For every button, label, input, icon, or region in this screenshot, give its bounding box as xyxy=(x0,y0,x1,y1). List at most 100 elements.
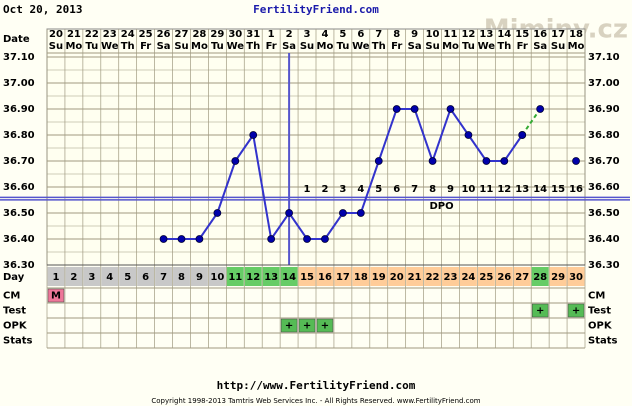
weekday-label: Mo xyxy=(191,41,208,52)
cycle-day: 6 xyxy=(142,272,149,283)
temperature-point xyxy=(303,235,311,243)
weekday-label: Fr xyxy=(391,41,402,52)
y-tick-label: 37.10 xyxy=(588,52,620,63)
cycle-day: 24 xyxy=(461,272,475,283)
weekday-label: Su xyxy=(49,41,63,52)
footer-url[interactable]: http://www.FertilityFriend.com xyxy=(217,379,416,392)
temperature-point xyxy=(338,209,347,217)
weekday-label: Mo xyxy=(317,41,334,52)
dpo-label: 6 xyxy=(393,184,400,195)
weekday-label: Fr xyxy=(517,41,528,52)
cycle-day-cell xyxy=(388,267,406,286)
temperature-point xyxy=(536,105,545,113)
row-cell xyxy=(298,318,316,333)
cycle-day: 22 xyxy=(426,272,440,283)
cycle-day: 21 xyxy=(408,272,422,283)
row-label: Test xyxy=(3,306,26,317)
weekday-label: Mo xyxy=(568,41,585,52)
cycle-day-cell xyxy=(352,267,370,286)
temperature-point xyxy=(392,105,401,113)
date-label: 31 xyxy=(246,29,260,40)
date-label: 12 xyxy=(461,29,475,40)
date-label: 11 xyxy=(444,29,458,40)
cycle-day: 2 xyxy=(70,272,77,283)
cycle-day: 25 xyxy=(479,272,493,283)
cycle-day: 7 xyxy=(160,272,167,283)
dpo-label: 12 xyxy=(497,184,511,195)
row-cell-text: M xyxy=(51,291,61,302)
weekday-label: We xyxy=(352,41,370,52)
weekday-label: Sa xyxy=(282,41,296,52)
cycle-day-cell xyxy=(65,267,83,286)
plot: Date 20Su21Mo22Tu23We24Th25Fr26Sa27Su28Mo… xyxy=(0,28,630,349)
dpo-label: 5 xyxy=(375,184,382,195)
weekday-label: Su xyxy=(551,41,565,52)
temperature-point xyxy=(374,157,383,165)
chart-title[interactable]: FertilityFriend.com xyxy=(253,3,379,16)
dpo-label: 4 xyxy=(357,184,364,195)
y-tick-label: 36.60 xyxy=(588,182,620,193)
cycle-day: 5 xyxy=(124,272,131,283)
cycle-day-cell xyxy=(137,267,155,286)
date-label: 13 xyxy=(479,29,493,40)
cycle-day-cell xyxy=(531,267,549,286)
temperature-point xyxy=(321,235,329,243)
weekday-label: Fr xyxy=(140,41,151,52)
dpo-label: 3 xyxy=(339,184,346,195)
row-label: Test xyxy=(588,306,611,317)
dpo-label: 13 xyxy=(515,184,529,195)
cycle-day-cell xyxy=(424,267,442,286)
cycle-day: 29 xyxy=(551,272,565,283)
y-tick-label: 36.90 xyxy=(3,104,35,115)
date-label: 5 xyxy=(339,29,346,40)
cycle-day: 30 xyxy=(569,272,583,283)
cycle-day-cell xyxy=(298,267,316,286)
row-label: OPK xyxy=(588,321,613,332)
temperature-point xyxy=(446,105,455,113)
cycle-day-cell xyxy=(567,267,585,286)
y-tick-label: 36.30 xyxy=(3,260,35,271)
cycle-day-cell xyxy=(370,267,388,286)
weekday-label: Su xyxy=(425,41,439,52)
cycle-day-cell xyxy=(155,267,173,286)
temperature-point xyxy=(249,131,258,139)
cycle-day: 26 xyxy=(497,272,511,283)
row-label: CM xyxy=(588,291,605,302)
dpo-label: 10 xyxy=(461,184,475,195)
cycle-day: 17 xyxy=(336,272,350,283)
row-label: Stats xyxy=(588,336,618,347)
date-label: 6 xyxy=(357,29,364,40)
date-label: 3 xyxy=(304,29,311,40)
date-label: 9 xyxy=(411,29,418,40)
cycle-day: 13 xyxy=(264,272,278,283)
dpo-label: 14 xyxy=(533,184,547,195)
temperature-point xyxy=(177,235,186,243)
cycle-day: 27 xyxy=(515,272,529,283)
dpo-label: 9 xyxy=(447,184,454,195)
date-label: 26 xyxy=(157,29,171,40)
date-label: 7 xyxy=(375,29,382,40)
weekday-label: Th xyxy=(246,41,260,52)
weekday-label: Mo xyxy=(65,41,82,52)
cycle-day: 12 xyxy=(246,272,260,283)
cycle-day: 14 xyxy=(282,272,296,283)
weekday-label: Tu xyxy=(336,41,349,52)
cycle-day: 16 xyxy=(318,272,332,283)
weekday-label: We xyxy=(101,41,119,52)
date-label: 29 xyxy=(210,29,224,40)
cycle-day-cell xyxy=(495,267,513,286)
temperature-point xyxy=(572,157,580,165)
dpo-label: 11 xyxy=(479,184,493,195)
temperature-point xyxy=(285,209,294,217)
y-tick-label: 36.80 xyxy=(3,130,35,141)
y-tick-label: 36.70 xyxy=(588,156,620,167)
dpo-title: DPO xyxy=(429,201,453,212)
cycle-day-cell xyxy=(47,267,65,286)
cycle-day-cell xyxy=(119,267,137,286)
date-label: 25 xyxy=(139,29,153,40)
date-label: 8 xyxy=(393,29,400,40)
temperature-point xyxy=(213,209,222,217)
row-cell xyxy=(316,318,334,333)
temperature-point xyxy=(464,131,473,139)
cycle-day-cell xyxy=(280,267,298,286)
